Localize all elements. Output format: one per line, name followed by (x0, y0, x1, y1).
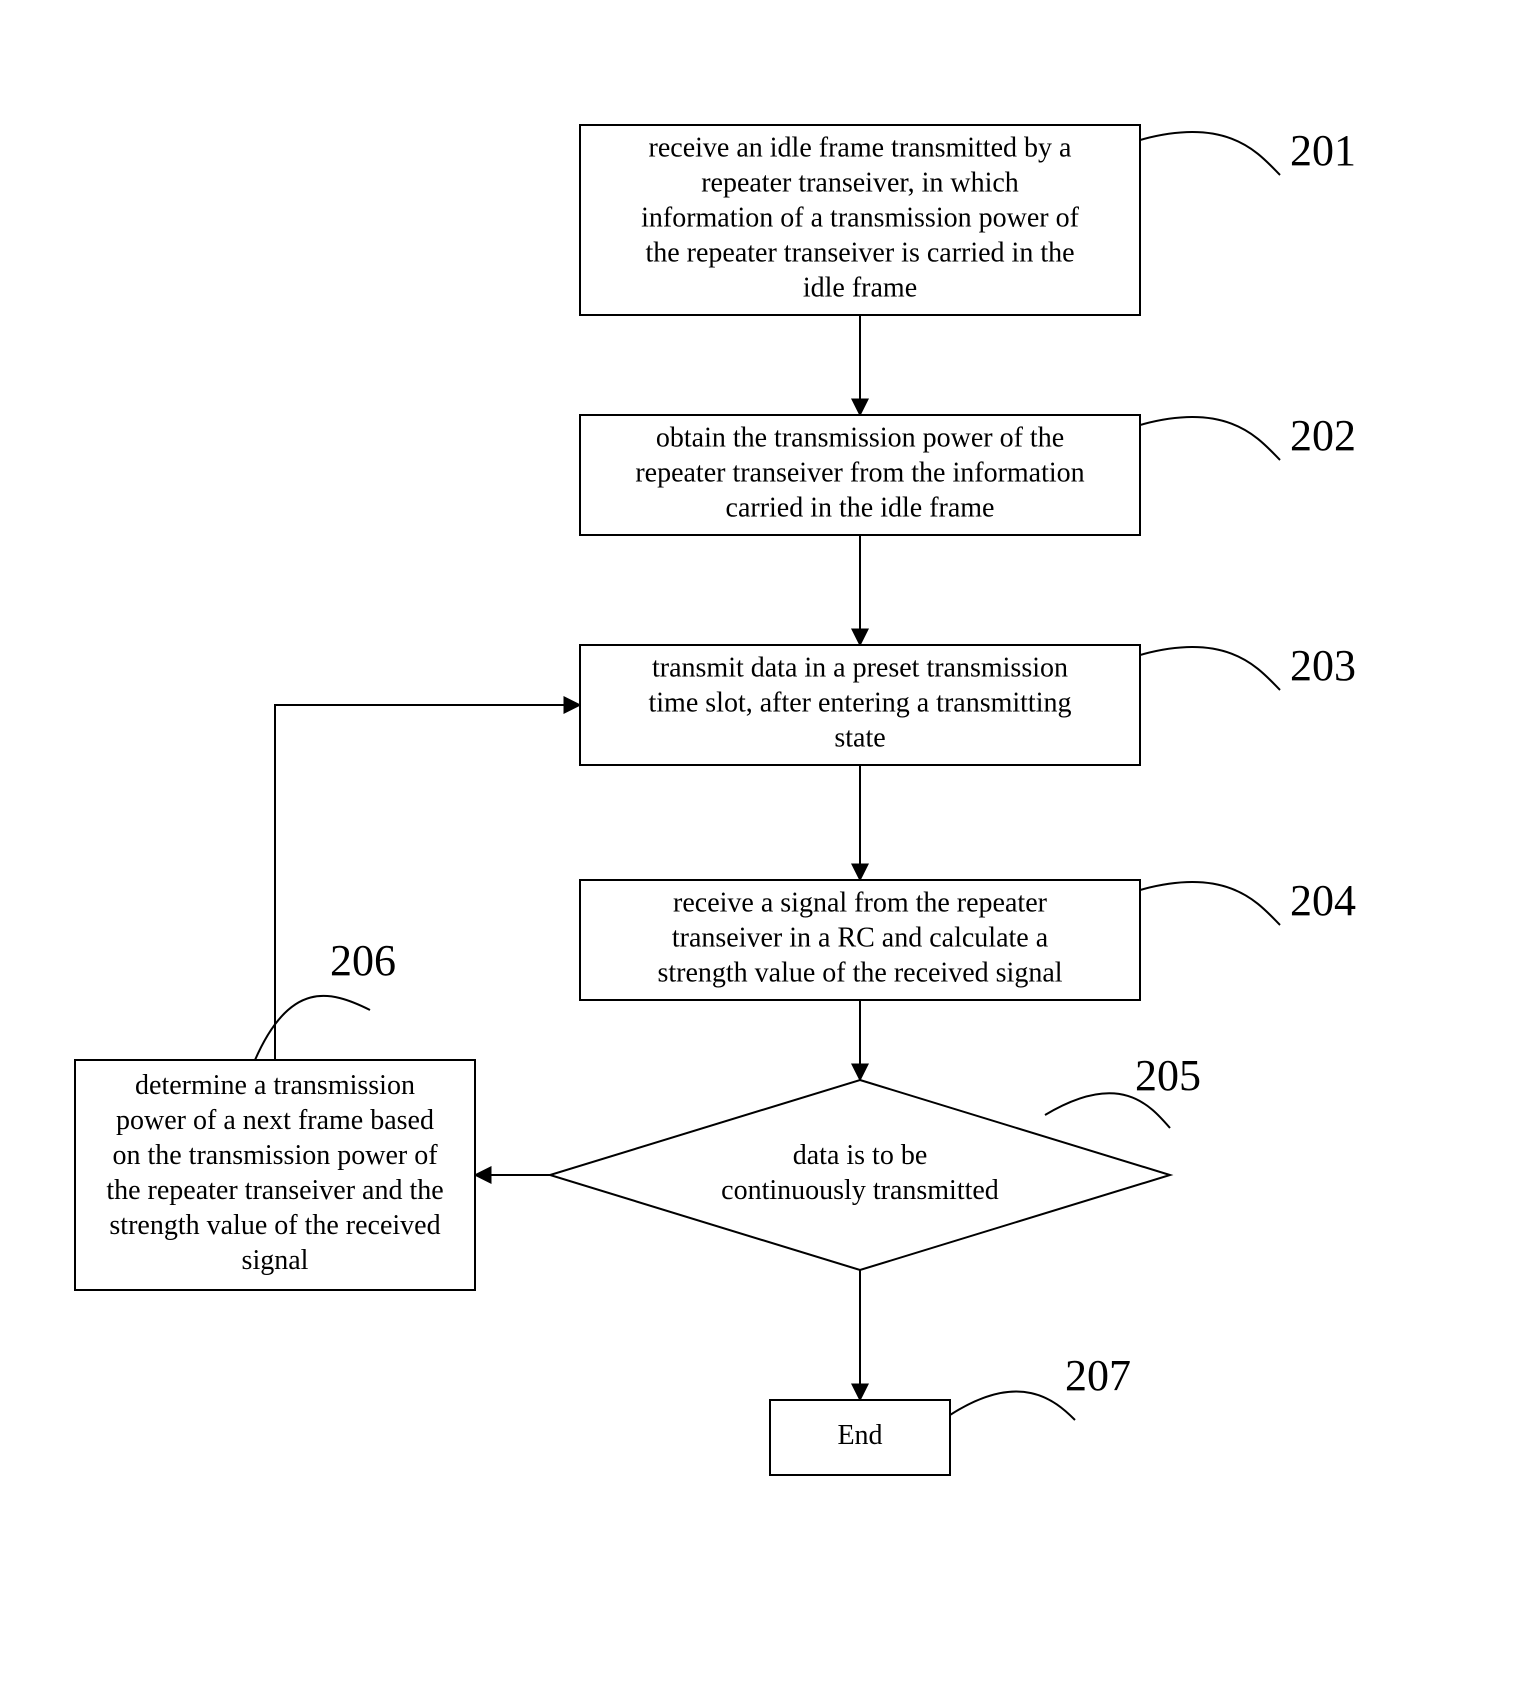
callout-number-n203: 203 (1290, 641, 1356, 690)
flow-node-n206: determine a transmission power of a next … (75, 1060, 475, 1290)
node-text-line: receive a signal from the repeater (673, 887, 1048, 918)
flowchart-canvas: receive an idle frame transmitted by a re… (0, 0, 1516, 1698)
node-text-line: the repeater transeiver is carried in th… (645, 237, 1074, 268)
callout-number-n204: 204 (1290, 876, 1356, 925)
node-text-line: data is to be (793, 1140, 928, 1171)
node-text-line: state (834, 722, 885, 753)
flow-node-n205: data is to be continuously transmitted (550, 1080, 1170, 1270)
node-text-line: signal (242, 1245, 309, 1276)
leader-curve-n203 (1140, 647, 1280, 690)
callout-number-n207: 207 (1065, 1351, 1131, 1400)
flow-node-n201: receive an idle frame transmitted by a re… (580, 125, 1140, 315)
node-text-line: time slot, after entering a transmitting (649, 687, 1072, 718)
node-text-line: strength value of the received (109, 1210, 440, 1241)
callout-number-n205: 205 (1135, 1051, 1201, 1100)
node-text-line: power of a next frame based (116, 1105, 434, 1136)
node-text-line: carried in the idle frame (726, 492, 995, 523)
node-text-line: obtain the transmission power of the (656, 422, 1064, 453)
node-text-line: receive an idle frame transmitted by a (649, 132, 1072, 163)
flow-node-n203: transmit data in a preset transmission ti… (580, 645, 1140, 765)
node-text-line: idle frame (803, 272, 917, 303)
flow-node-n204: receive a signal from the repeater transe… (580, 880, 1140, 1000)
node-text-line: determine a transmission (135, 1070, 415, 1101)
node-text-line: transmit data in a preset transmission (652, 652, 1068, 683)
callout-number-n201: 201 (1290, 126, 1356, 175)
leader-curve-n201 (1140, 132, 1280, 175)
leader-curve-n206 (255, 996, 370, 1060)
node-text-line: continuously transmitted (721, 1175, 999, 1206)
callout-number-n202: 202 (1290, 411, 1356, 460)
node-text-line: transeiver in a RC and calculate a (672, 922, 1049, 953)
node-text-line: the repeater transeiver and the (106, 1175, 443, 1206)
flow-node-n207: End (770, 1400, 950, 1475)
node-text-line: End (837, 1420, 882, 1451)
flow-node-n202: obtain the transmission power of the repe… (580, 415, 1140, 535)
leader-curve-n204 (1140, 882, 1280, 925)
flow-edge-6 (275, 705, 580, 1060)
node-text-line: information of a transmission power of (641, 202, 1079, 233)
callout-number-n206: 206 (330, 936, 396, 985)
leader-curve-n207 (950, 1392, 1075, 1420)
node-text-line: repeater transeiver from the information (635, 457, 1084, 488)
node-text-line: repeater transeiver, in which (701, 167, 1019, 198)
leader-curve-n202 (1140, 417, 1280, 460)
node-text-line: strength value of the received signal (657, 957, 1062, 988)
node-text-line: on the transmission power of (112, 1140, 438, 1171)
